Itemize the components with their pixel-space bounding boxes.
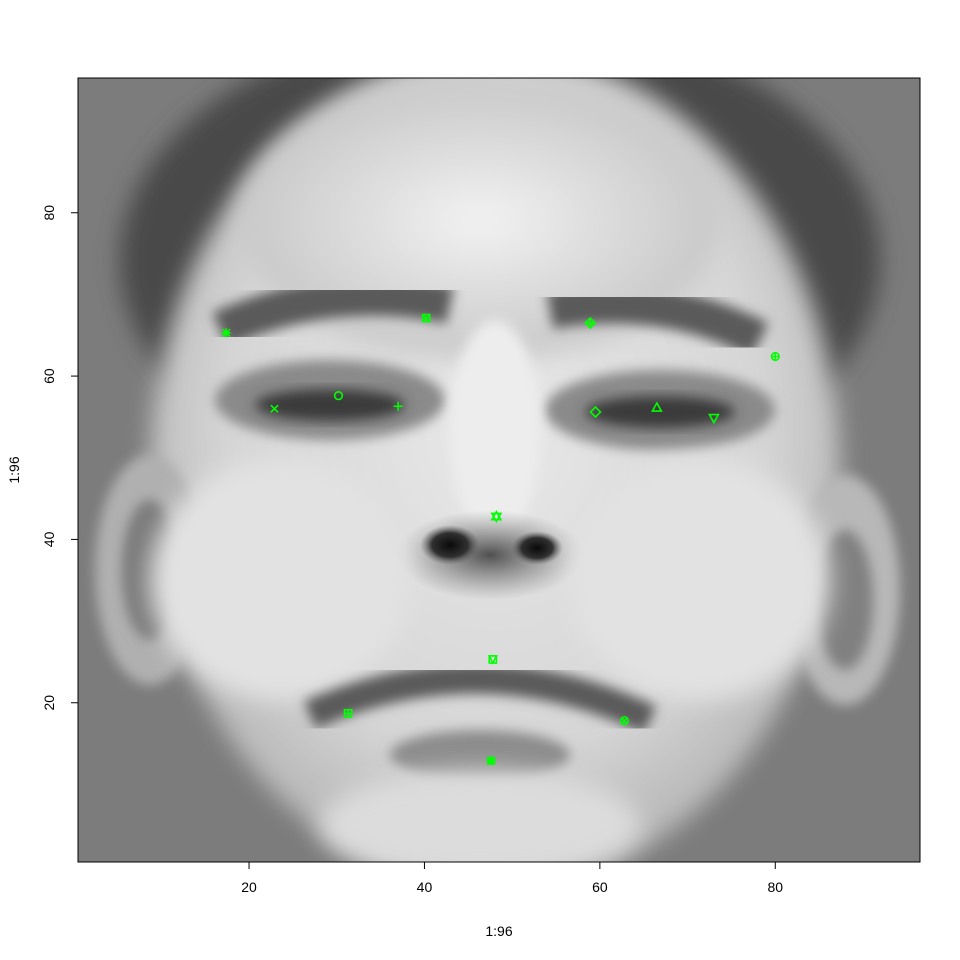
keypoint-right-eye-inner-corner [589, 405, 602, 419]
y-axis-title: 1:96 [6, 456, 22, 483]
keypoint-left-eyebrow-outer-end [221, 328, 231, 338]
x-tick-label: 60 [592, 879, 608, 895]
x-axis-title: 1:96 [485, 923, 512, 939]
keypoint-mouth-center-bottom-lip [487, 756, 496, 765]
face-image [78, 78, 920, 862]
y-tick-label: 40 [41, 531, 57, 547]
keypoint-markers [221, 313, 780, 765]
x-tick-label: 80 [767, 879, 783, 895]
y-tick-label: 60 [41, 368, 57, 384]
keypoint-nose-tip [490, 509, 503, 524]
y-axis: 20 40 60 80 [41, 205, 79, 711]
y-tick-label: 80 [41, 205, 57, 221]
keypoint-mouth-center-top-lip [487, 655, 498, 665]
keypoint-right-eyebrow-inner-end [584, 316, 597, 330]
keypoint-mouth-left-corner [343, 708, 353, 718]
keypoint-right-eyebrow-outer-end [770, 351, 780, 362]
x-tick-label: 40 [417, 879, 433, 895]
keypoint-left-eyebrow-inner-end [421, 313, 431, 323]
x-axis: 20 40 60 80 [241, 861, 783, 895]
keypoint-mouth-right-corner [619, 716, 630, 726]
y-tick-label: 20 [41, 695, 57, 711]
x-tick-label: 20 [241, 879, 257, 895]
keypoint-left-eye-outer-corner [270, 404, 279, 413]
keypoint-right-eye-center [651, 401, 663, 412]
keypoint-right-eye-outer-corner [708, 413, 720, 425]
keypoint-left-eye-inner-corner [393, 401, 403, 411]
keypoint-left-eye-center [333, 391, 344, 401]
